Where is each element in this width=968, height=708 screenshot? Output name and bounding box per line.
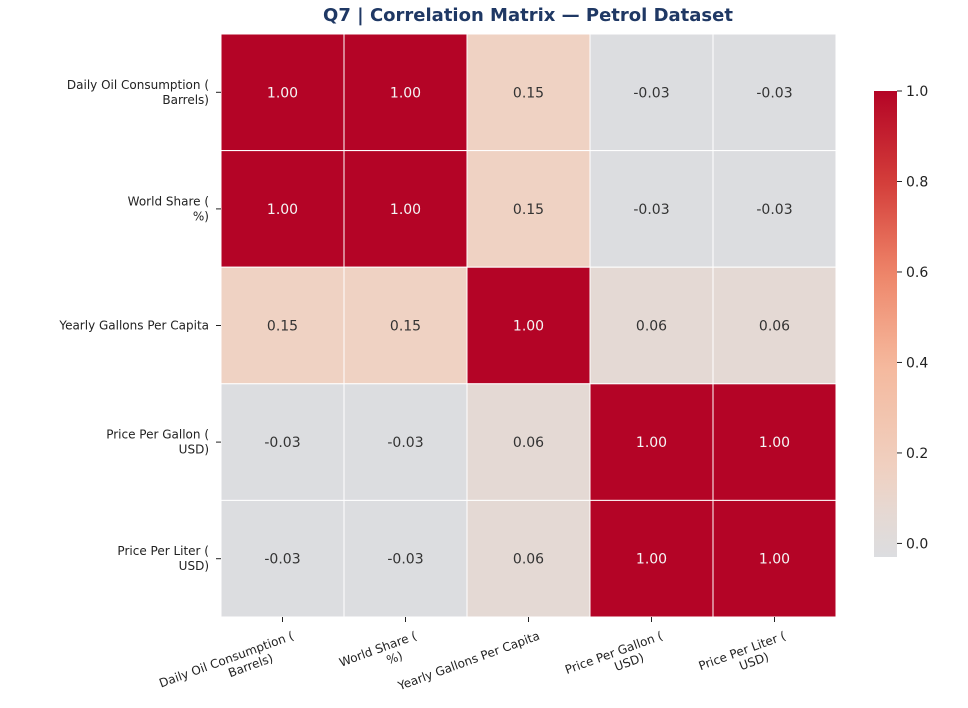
heatmap-cell [466, 499, 591, 618]
colorbar-tick-label: 0.2 [906, 446, 928, 462]
cell-value-label: 0.06 [759, 319, 790, 335]
cell-value-label: 1.00 [390, 85, 421, 101]
cell-value-label: 1.00 [759, 435, 790, 451]
heatmap-cell [220, 150, 345, 268]
cell-value-label: 0.15 [390, 319, 421, 335]
heatmap-cell [712, 266, 837, 385]
cell-value-label: -0.03 [264, 552, 300, 568]
heatmap-cell [466, 150, 591, 268]
cell-value-label: 1.00 [636, 435, 667, 451]
heatmap-cell [712, 33, 837, 152]
x-tick-label: Price Per Gallon (USD) [563, 629, 669, 690]
heatmap-grid: 1.00 1.00 0.15 -0.03 -0.03 1.00 1.00 0.15 -0.03 -… [220, 33, 837, 618]
heatmap-cell [589, 33, 714, 152]
x-tick-label: Price Per Liter (USD) [697, 629, 793, 687]
cell-value-label: 1.00 [267, 202, 298, 218]
cell-value-label: 1.00 [513, 319, 544, 335]
chart-title: Q7 | Correlation Matrix — Petrol Dataset [323, 5, 733, 26]
cell-value-label: 1.00 [390, 202, 421, 218]
cell-value-label: -0.03 [264, 435, 300, 451]
cell-value-label: -0.03 [633, 202, 669, 218]
cell-value-label: -0.03 [633, 85, 669, 101]
cell-value-label: -0.03 [756, 202, 792, 218]
heatmap-cell [466, 383, 591, 501]
colorbar-tick-label: 0.8 [906, 174, 928, 190]
heatmap-cell [712, 150, 837, 268]
heatmap-cell [343, 266, 468, 385]
y-tick-label: Yearly Gallons Per Capita [58, 319, 209, 333]
colorbar-gradient [874, 91, 897, 557]
cell-value-label: -0.03 [387, 435, 423, 451]
row-labels: Daily Oil Consumption (Barrels) World Sha… [58, 78, 221, 573]
cell-value-label: 0.06 [513, 552, 544, 568]
heatmap-cell [343, 33, 468, 152]
heatmap-cell [466, 266, 591, 385]
cell-value-label: 1.00 [759, 552, 790, 568]
heatmap-cell [712, 383, 837, 501]
heatmap-cell [220, 499, 345, 618]
heatmap-cell [589, 383, 714, 501]
cell-value-label: -0.03 [756, 85, 792, 101]
cell-value-label: 0.15 [513, 202, 544, 218]
y-tick-label: World Share (%) [128, 194, 209, 223]
y-tick-label: Price Per Gallon (USD) [106, 428, 209, 457]
colorbar-tick-label: 0.0 [906, 536, 928, 552]
colorbar-tick-label: 0.4 [906, 355, 928, 371]
colorbar: 0.0 0.2 0.4 0.6 0.8 1.0 [874, 84, 928, 557]
heatmap-cell [589, 266, 714, 385]
heatmap-cell [466, 33, 591, 152]
heatmap-cell [220, 33, 345, 152]
column-labels: Daily Oil Consumption (Barrels) World Sha… [157, 617, 793, 704]
cell-value-label: 1.00 [636, 552, 667, 568]
cell-value-label: -0.03 [387, 552, 423, 568]
x-tick-label: Daily Oil Consumption (Barrels) [157, 629, 300, 704]
heatmap-cell [343, 383, 468, 501]
y-tick-label: Price Per Liter (USD) [117, 544, 209, 573]
cell-value-label: 0.06 [636, 319, 667, 335]
colorbar-tick-label: 1.0 [906, 84, 928, 100]
cell-value-label: 0.15 [513, 85, 544, 101]
cell-value-label: 0.06 [513, 435, 544, 451]
heatmap-cell [712, 499, 837, 618]
cell-value-label: 0.15 [267, 319, 298, 335]
heatmap-cell [343, 499, 468, 618]
colorbar-tick-label: 0.6 [906, 265, 928, 281]
y-tick-label: Daily Oil Consumption (Barrels) [67, 78, 209, 107]
cell-value-label: 1.00 [267, 85, 298, 101]
